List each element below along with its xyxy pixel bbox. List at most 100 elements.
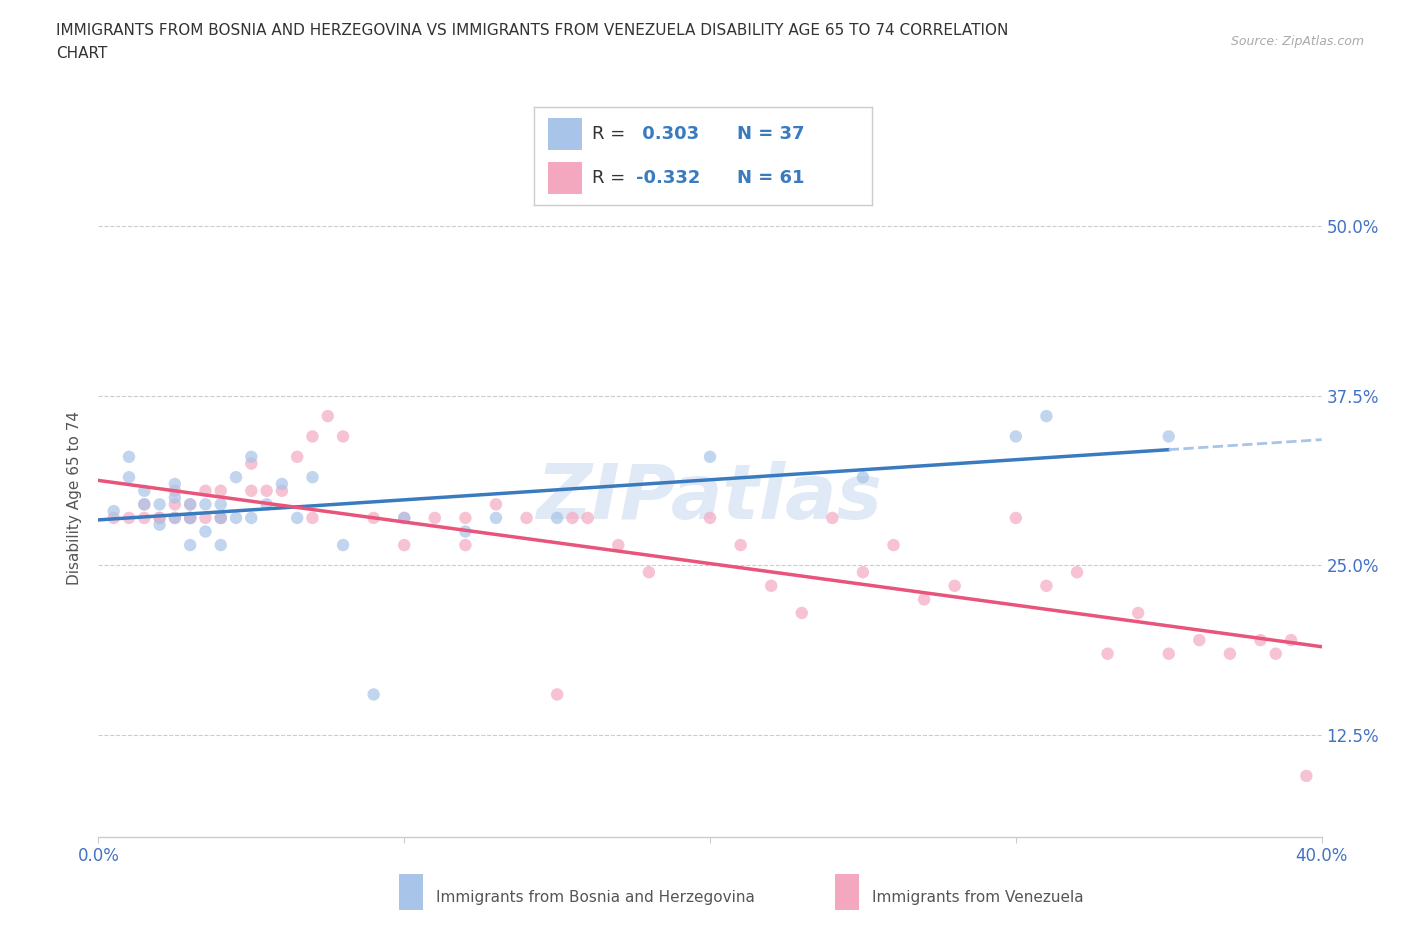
Point — [699, 511, 721, 525]
Text: Immigrants from Venezuela: Immigrants from Venezuela — [872, 890, 1084, 905]
Point — [332, 538, 354, 552]
Point — [759, 578, 782, 593]
Point — [1157, 646, 1180, 661]
Point — [118, 470, 141, 485]
Point — [163, 497, 186, 512]
Point — [730, 538, 752, 552]
Point — [149, 511, 172, 525]
Point — [179, 497, 201, 512]
Text: R =: R = — [592, 168, 624, 187]
FancyBboxPatch shape — [548, 118, 582, 150]
Point — [546, 511, 568, 525]
Point — [163, 511, 186, 525]
Point — [134, 484, 156, 498]
Point — [392, 511, 416, 525]
Point — [225, 511, 247, 525]
Point — [118, 511, 141, 525]
Point — [103, 511, 125, 525]
Text: N = 61: N = 61 — [737, 168, 804, 187]
Point — [163, 490, 186, 505]
Point — [943, 578, 966, 593]
Point — [134, 497, 156, 512]
Y-axis label: Disability Age 65 to 74: Disability Age 65 to 74 — [67, 410, 83, 585]
Point — [576, 511, 599, 525]
Point — [225, 470, 247, 485]
Point — [912, 592, 935, 607]
Point — [301, 511, 323, 525]
Point — [194, 497, 217, 512]
Point — [1004, 429, 1026, 444]
Point — [546, 687, 568, 702]
Point — [256, 484, 278, 498]
Text: N = 37: N = 37 — [737, 125, 804, 143]
Point — [179, 497, 201, 512]
Point — [194, 511, 217, 525]
Point — [301, 429, 323, 444]
Point — [209, 511, 232, 525]
Text: Source: ZipAtlas.com: Source: ZipAtlas.com — [1230, 35, 1364, 48]
Text: IMMIGRANTS FROM BOSNIA AND HERZEGOVINA VS IMMIGRANTS FROM VENEZUELA DISABILITY A: IMMIGRANTS FROM BOSNIA AND HERZEGOVINA V… — [56, 23, 1008, 38]
Point — [1035, 578, 1057, 593]
Point — [516, 511, 538, 525]
Point — [270, 476, 292, 491]
Point — [163, 484, 186, 498]
Point — [301, 470, 323, 485]
Point — [240, 484, 263, 498]
Point — [1128, 605, 1150, 620]
Point — [485, 497, 508, 512]
Point — [852, 565, 875, 579]
Point — [1157, 429, 1180, 444]
Point — [163, 476, 186, 491]
Point — [883, 538, 905, 552]
Point — [134, 497, 156, 512]
Point — [332, 429, 354, 444]
Point — [852, 470, 875, 485]
Point — [256, 497, 278, 512]
Point — [285, 449, 308, 464]
Point — [561, 511, 583, 525]
Point — [179, 511, 201, 525]
Point — [1066, 565, 1088, 579]
Point — [209, 511, 232, 525]
Point — [316, 408, 339, 423]
Text: R =: R = — [592, 125, 624, 143]
Point — [1249, 632, 1271, 647]
Point — [1035, 408, 1057, 423]
Text: Immigrants from Bosnia and Herzegovina: Immigrants from Bosnia and Herzegovina — [436, 890, 755, 905]
Point — [485, 511, 508, 525]
Point — [699, 449, 721, 464]
Point — [270, 484, 292, 498]
Point — [454, 511, 477, 525]
Point — [194, 484, 217, 498]
Text: ZIPatlas: ZIPatlas — [537, 460, 883, 535]
Point — [149, 511, 172, 525]
Point — [454, 538, 477, 552]
Point — [103, 504, 125, 519]
Point — [149, 517, 172, 532]
Point — [1279, 632, 1302, 647]
Point — [1264, 646, 1286, 661]
Point — [1295, 768, 1317, 783]
Point — [1219, 646, 1241, 661]
Point — [240, 511, 263, 525]
Point — [209, 484, 232, 498]
Point — [179, 538, 201, 552]
Point — [209, 497, 232, 512]
Point — [363, 687, 385, 702]
Point — [194, 524, 217, 538]
Point — [240, 449, 263, 464]
Point — [163, 511, 186, 525]
Point — [118, 449, 141, 464]
Point — [179, 511, 201, 525]
Text: -0.332: -0.332 — [636, 168, 700, 187]
Point — [179, 511, 201, 525]
Point — [363, 511, 385, 525]
Point — [607, 538, 630, 552]
Text: CHART: CHART — [56, 46, 108, 61]
Point — [149, 497, 172, 512]
Point — [134, 511, 156, 525]
Point — [392, 538, 416, 552]
Point — [821, 511, 844, 525]
Point — [285, 511, 308, 525]
Point — [1004, 511, 1026, 525]
